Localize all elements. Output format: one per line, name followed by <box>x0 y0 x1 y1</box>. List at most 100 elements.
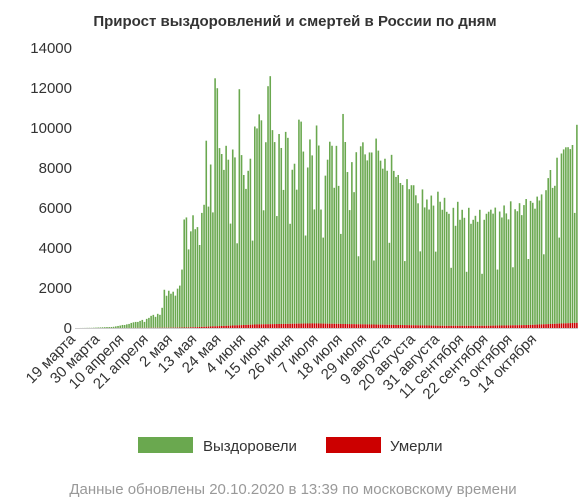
bar-recovered[interactable] <box>236 243 238 326</box>
bar-deaths[interactable] <box>348 324 351 328</box>
bar-recovered[interactable] <box>549 170 552 324</box>
bar-deaths[interactable] <box>470 325 472 328</box>
bar-recovered[interactable] <box>373 260 375 325</box>
bar-deaths[interactable] <box>335 323 338 328</box>
bar-deaths[interactable] <box>242 325 245 328</box>
bar-recovered[interactable] <box>417 203 419 326</box>
bar-recovered[interactable] <box>381 168 384 325</box>
bar-deaths[interactable] <box>289 323 291 328</box>
bar-deaths[interactable] <box>353 324 355 328</box>
bar-deaths[interactable] <box>437 325 439 328</box>
bar-recovered[interactable] <box>278 134 280 324</box>
bar-recovered[interactable] <box>220 154 223 326</box>
bar-deaths[interactable] <box>322 323 324 328</box>
bar-recovered[interactable] <box>375 138 377 325</box>
bar-deaths[interactable] <box>392 324 395 328</box>
bar-recovered[interactable] <box>223 169 225 326</box>
bar-deaths[interactable] <box>536 324 538 328</box>
bar-deaths[interactable] <box>379 324 382 328</box>
bar-deaths[interactable] <box>298 323 300 328</box>
bar-deaths[interactable] <box>190 327 192 328</box>
bar-recovered[interactable] <box>569 149 572 324</box>
bar-recovered[interactable] <box>231 149 234 326</box>
bar-deaths[interactable] <box>399 325 402 328</box>
bar-recovered[interactable] <box>108 327 110 328</box>
bar-deaths[interactable] <box>428 325 430 328</box>
bar-recovered[interactable] <box>207 206 210 327</box>
bar-recovered[interactable] <box>412 185 415 326</box>
bar-deaths[interactable] <box>512 325 514 328</box>
bar-recovered[interactable] <box>161 307 163 328</box>
bar-deaths[interactable] <box>567 323 569 328</box>
bar-recovered[interactable] <box>406 179 408 326</box>
bar-deaths[interactable] <box>370 324 373 328</box>
bar-deaths[interactable] <box>340 323 342 328</box>
bar-deaths[interactable] <box>476 325 479 328</box>
bar-deaths[interactable] <box>236 325 238 328</box>
bar-recovered[interactable] <box>344 142 347 324</box>
bar-recovered[interactable] <box>269 76 272 325</box>
bar-recovered[interactable] <box>276 216 278 325</box>
bar-recovered[interactable] <box>280 147 283 324</box>
bar-recovered[interactable] <box>101 327 104 328</box>
bar-recovered[interactable] <box>214 78 216 327</box>
bar-deaths[interactable] <box>276 324 278 328</box>
bar-recovered[interactable] <box>397 174 399 325</box>
bar-deaths[interactable] <box>205 326 208 328</box>
bar-deaths[interactable] <box>404 325 406 328</box>
bar-deaths[interactable] <box>293 323 296 328</box>
bar-recovered[interactable] <box>355 152 358 325</box>
bar-recovered[interactable] <box>452 207 455 326</box>
bar-recovered[interactable] <box>247 170 249 325</box>
bar-recovered[interactable] <box>426 199 428 326</box>
bar-recovered[interactable] <box>112 326 115 328</box>
bar-recovered[interactable] <box>203 204 205 327</box>
bar-recovered[interactable] <box>359 146 362 325</box>
bar-recovered[interactable] <box>540 194 543 325</box>
bar-deaths[interactable] <box>408 325 411 328</box>
bar-recovered[interactable] <box>421 189 424 326</box>
bar-recovered[interactable] <box>311 155 313 324</box>
bar-deaths[interactable] <box>214 326 216 328</box>
bar-deaths[interactable] <box>507 325 510 328</box>
bar-recovered[interactable] <box>439 201 441 326</box>
bar-recovered[interactable] <box>340 233 342 324</box>
bar-deaths[interactable] <box>401 325 404 328</box>
bar-deaths[interactable] <box>258 324 261 328</box>
bar-recovered[interactable] <box>386 170 388 325</box>
bar-deaths[interactable] <box>218 326 221 328</box>
bar-deaths[interactable] <box>196 327 199 328</box>
bar-deaths[interactable] <box>472 325 474 328</box>
bar-recovered[interactable] <box>185 217 188 328</box>
bar-deaths[interactable] <box>364 324 366 328</box>
bar-deaths[interactable] <box>412 325 415 328</box>
bar-deaths[interactable] <box>534 324 536 328</box>
bar-recovered[interactable] <box>348 210 351 325</box>
bar-deaths[interactable] <box>351 324 353 328</box>
bar-deaths[interactable] <box>459 325 461 328</box>
bar-recovered[interactable] <box>507 219 510 326</box>
bar-deaths[interactable] <box>187 327 190 328</box>
bar-recovered[interactable] <box>523 205 525 326</box>
bar-deaths[interactable] <box>326 323 329 328</box>
bar-deaths[interactable] <box>529 324 532 328</box>
bar-deaths[interactable] <box>496 325 499 328</box>
bar-deaths[interactable] <box>245 324 247 328</box>
bar-recovered[interactable] <box>198 245 201 327</box>
bar-recovered[interactable] <box>512 267 514 326</box>
bar-deaths[interactable] <box>278 324 280 328</box>
bar-recovered[interactable] <box>181 269 183 328</box>
bar-deaths[interactable] <box>448 325 450 328</box>
bar-deaths[interactable] <box>450 325 452 328</box>
bar-recovered[interactable] <box>410 185 413 326</box>
bar-deaths[interactable] <box>280 323 283 328</box>
bar-deaths[interactable] <box>560 323 563 329</box>
bar-deaths[interactable] <box>384 324 386 328</box>
bar-recovered[interactable] <box>324 175 327 324</box>
bar-recovered[interactable] <box>317 145 320 324</box>
bar-deaths[interactable] <box>282 323 285 328</box>
bar-deaths[interactable] <box>474 325 477 328</box>
bar-recovered[interactable] <box>419 251 422 326</box>
bar-deaths[interactable] <box>373 324 375 328</box>
bar-deaths[interactable] <box>543 324 545 328</box>
